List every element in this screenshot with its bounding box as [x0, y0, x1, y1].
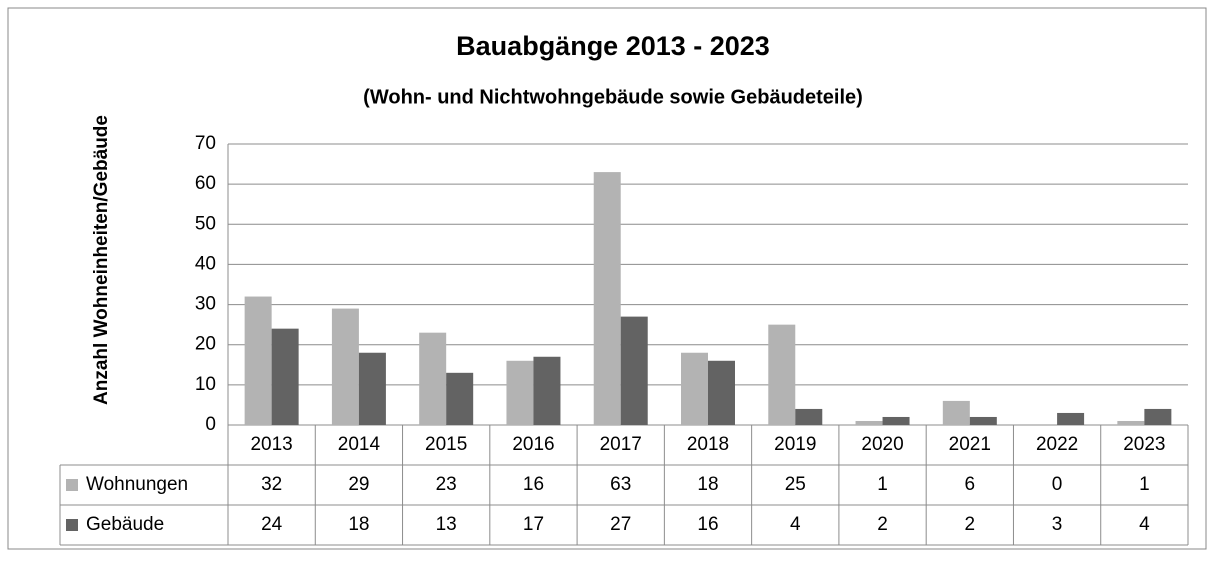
table-value: 0 — [1052, 474, 1063, 495]
table-value: 25 — [785, 474, 806, 495]
legend-key — [66, 479, 78, 491]
x-tick-label: 2017 — [600, 434, 642, 455]
y-tick-label: 20 — [195, 334, 216, 355]
table-value: 1 — [1139, 474, 1150, 495]
bar — [1117, 420, 1145, 425]
x-tick-label: 2015 — [425, 434, 467, 455]
table-value: 16 — [523, 474, 544, 495]
table-value: 4 — [790, 514, 801, 535]
bar — [358, 352, 386, 425]
table-value: 4 — [1139, 514, 1150, 535]
x-tick-label: 2018 — [687, 434, 729, 455]
x-tick-label: 2016 — [512, 434, 554, 455]
x-tick-label: 2019 — [774, 434, 816, 455]
x-tick-label: 2021 — [949, 434, 991, 455]
y-axis-label: Anzahl Wohneinheiten/Gebäude — [91, 115, 112, 405]
table-value: 27 — [610, 514, 631, 535]
bar — [708, 360, 735, 425]
chart-subtitle: (Wohn- und Nichtwohngebäude sowie Gebäud… — [363, 86, 863, 108]
bar — [331, 308, 359, 425]
table-value: 3 — [1052, 514, 1063, 535]
bar — [942, 400, 970, 425]
bar — [271, 328, 299, 425]
table-value: 2 — [965, 514, 976, 535]
table-value: 24 — [261, 514, 283, 535]
y-tick-label: 30 — [195, 294, 216, 315]
table-value: 16 — [697, 514, 718, 535]
y-tick-label: 0 — [205, 414, 216, 435]
table-value: 6 — [965, 474, 976, 495]
x-tick-label: 2022 — [1036, 434, 1078, 455]
bar — [593, 172, 621, 425]
legend-label: Wohnungen — [86, 474, 188, 495]
x-tick-label: 2013 — [250, 434, 292, 455]
bar — [855, 420, 883, 425]
y-tick-label: 70 — [195, 133, 216, 154]
table-value: 17 — [523, 514, 544, 535]
bar — [533, 356, 561, 425]
x-tick-label: 2023 — [1123, 434, 1165, 455]
table-value: 63 — [610, 474, 631, 495]
x-tick-label: 2014 — [338, 434, 381, 455]
legend-key — [66, 519, 78, 531]
table-value: 23 — [436, 474, 457, 495]
bar — [1057, 412, 1085, 425]
table-value: 13 — [436, 514, 457, 535]
bar — [1144, 408, 1172, 425]
y-tick-label: 10 — [195, 374, 216, 395]
table-value: 29 — [348, 474, 369, 495]
bar — [969, 416, 997, 425]
table-value: 1 — [877, 474, 888, 495]
bar — [681, 352, 708, 425]
bar — [768, 324, 796, 425]
y-tick-label: 60 — [195, 173, 216, 194]
y-tick-label: 50 — [195, 213, 216, 234]
bar — [446, 372, 474, 425]
bar — [244, 296, 272, 425]
bar — [882, 416, 910, 425]
x-tick-label: 2020 — [861, 434, 903, 455]
table-value: 32 — [261, 474, 282, 495]
table-value: 2 — [877, 514, 888, 535]
table-value: 18 — [348, 514, 369, 535]
bar — [506, 360, 534, 425]
bar — [419, 332, 447, 425]
bar — [620, 316, 648, 425]
y-tick-label: 40 — [195, 253, 216, 274]
legend-label: Gebäude — [86, 514, 164, 535]
bar — [795, 408, 823, 425]
table-value: 18 — [697, 474, 718, 495]
chart-title: Bauabgänge 2013 - 2023 — [456, 31, 770, 61]
